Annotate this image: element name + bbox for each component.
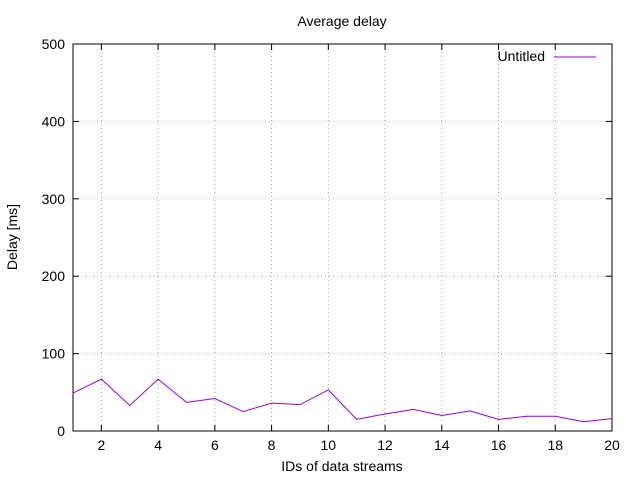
data-point: [157, 378, 159, 380]
x-tick-label: 10: [321, 437, 337, 453]
series-layer: [72, 378, 613, 423]
x-tick-label: 16: [491, 437, 507, 453]
y-tick-label: 100: [42, 346, 66, 362]
data-point: [583, 421, 585, 423]
data-point: [129, 404, 131, 406]
legend: Untitled: [498, 48, 596, 64]
x-tick-label: 2: [97, 437, 105, 453]
x-tick-label: 4: [154, 437, 162, 453]
tick-labels: 0 100 200 300 400 500 2 4 6 8 10 12 14 16 18 20: [42, 36, 620, 453]
y-tick-label: 500: [42, 36, 66, 52]
x-tick-label: 6: [211, 437, 219, 453]
data-point: [299, 404, 301, 406]
y-tick-label: 300: [42, 191, 66, 207]
series-line-0: [72, 378, 613, 423]
grid: [73, 44, 612, 431]
data-point: [469, 410, 471, 412]
x-tick-label: 14: [434, 437, 450, 453]
y-axis-label: Delay [ms]: [4, 204, 20, 270]
data-point: [356, 418, 358, 420]
data-point: [526, 415, 528, 417]
x-tick-label: 12: [377, 437, 393, 453]
legend-label: Untitled: [498, 48, 545, 64]
chart-title: Average delay: [297, 13, 386, 29]
data-point: [100, 378, 102, 380]
data-point: [185, 401, 187, 403]
x-tick-label: 18: [547, 437, 563, 453]
plot-border: [72, 43, 613, 432]
x-axis-label: IDs of data streams: [281, 458, 402, 474]
data-point: [611, 418, 613, 420]
ticks: [73, 43, 613, 432]
y-tick-label: 0: [57, 423, 65, 439]
data-point: [72, 392, 74, 394]
data-point: [498, 418, 500, 420]
data-point: [327, 389, 329, 391]
x-tick-label: 8: [268, 437, 276, 453]
data-point: [271, 402, 273, 404]
y-tick-label: 400: [42, 113, 66, 129]
y-tick-label: 200: [42, 268, 66, 284]
x-tick-label: 20: [604, 437, 620, 453]
data-point: [242, 411, 244, 413]
data-point: [384, 413, 386, 415]
data-point: [554, 415, 556, 417]
data-point: [441, 415, 443, 417]
data-point: [412, 408, 414, 410]
data-point: [214, 397, 216, 399]
